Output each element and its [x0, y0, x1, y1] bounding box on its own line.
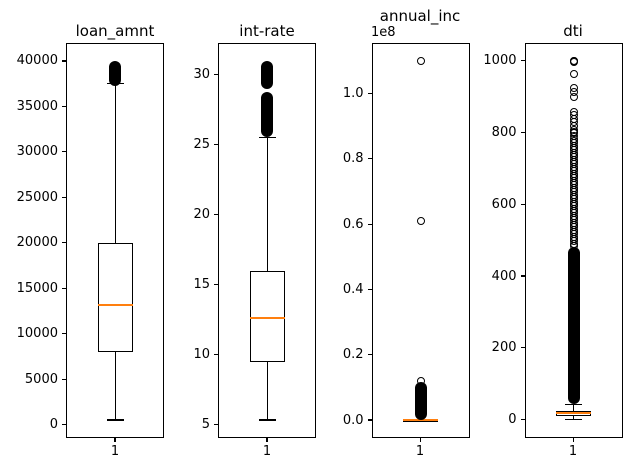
y-tick-mark — [62, 287, 66, 289]
y-tick-label: 10 — [193, 346, 210, 362]
axes-frame — [371, 43, 470, 438]
outlier-dense-cluster — [567, 247, 580, 404]
outlier-dense-cluster — [261, 91, 273, 137]
y-tick-label: 30000 — [16, 144, 58, 160]
y-tick-label: 0 — [49, 417, 58, 433]
y-tick-label: 5000 — [24, 371, 58, 387]
x-tick-mark — [114, 438, 116, 442]
y-tick-mark — [367, 158, 372, 160]
median-line — [97, 303, 133, 306]
outlier-dense-cluster — [109, 60, 121, 86]
outlier-point — [569, 107, 578, 116]
whisker-cap — [106, 419, 124, 421]
outlier-point — [569, 83, 578, 92]
y-tick-label: 0.4 — [342, 281, 364, 297]
y-tick-label: 0 — [508, 412, 517, 428]
whisker-line — [114, 351, 116, 421]
x-tick-label: 1 — [262, 444, 272, 459]
y-tick-label: 30 — [193, 67, 210, 83]
y-tick-mark — [62, 378, 66, 380]
y-tick-mark — [520, 419, 525, 421]
outlier-point — [416, 216, 425, 225]
y-tick-label: 15000 — [16, 280, 58, 296]
outlier-point — [569, 70, 578, 79]
y-tick-mark — [214, 74, 218, 76]
y-tick-mark — [214, 423, 218, 426]
y-tick-mark — [62, 242, 66, 244]
x-tick-label: 1 — [568, 444, 578, 459]
subplot-title-loan-amnt: loan_amnt — [75, 22, 155, 40]
y-tick-label: 5 — [201, 416, 210, 432]
y-tick-label: 600 — [491, 196, 517, 212]
whisker-line — [266, 361, 268, 421]
outlier-dense-cluster — [414, 381, 427, 420]
y-tick-label: 20000 — [16, 235, 58, 251]
y-tick-mark — [62, 151, 66, 153]
y-tick-label: 35000 — [16, 98, 58, 114]
y-axis-offset-text: 1e8 — [371, 25, 396, 40]
y-tick-mark — [367, 288, 372, 291]
y-tick-mark — [62, 196, 66, 198]
y-tick-label: 25000 — [16, 189, 58, 205]
y-tick-mark — [367, 223, 372, 225]
y-tick-label: 0.6 — [342, 216, 364, 232]
whisker-cap — [258, 137, 276, 139]
y-tick-mark — [367, 419, 372, 421]
whisker-line — [573, 404, 574, 411]
x-tick-mark — [419, 438, 422, 442]
whisker-cap — [565, 403, 582, 405]
y-tick-label: 10000 — [16, 326, 58, 342]
median-line — [403, 418, 438, 421]
y-tick-mark — [520, 131, 525, 133]
y-tick-mark — [520, 275, 525, 277]
outlier-point — [569, 56, 578, 65]
y-tick-mark — [214, 144, 218, 146]
y-tick-label: 15 — [193, 277, 210, 293]
box — [249, 270, 285, 362]
y-tick-label: 0.8 — [342, 151, 364, 167]
outlier-dense-cluster — [261, 60, 273, 89]
x-tick-mark — [266, 438, 268, 442]
whisker-cap — [258, 419, 276, 421]
y-tick-label: 800 — [491, 124, 517, 140]
y-tick-mark — [367, 92, 372, 95]
whisker-line — [114, 83, 116, 243]
y-tick-mark — [62, 60, 66, 62]
y-tick-mark — [62, 423, 66, 426]
subplot-title-int-rate: int-rate — [239, 22, 295, 40]
y-tick-label: 0.0 — [342, 412, 364, 428]
y-tick-mark — [520, 59, 525, 62]
median-line — [249, 316, 285, 319]
median-line — [556, 412, 591, 415]
y-tick-label: 0.2 — [342, 347, 364, 363]
whisker-line — [573, 415, 574, 420]
y-tick-mark — [214, 283, 218, 286]
outlier-point — [416, 56, 425, 65]
y-tick-label: 40000 — [16, 53, 58, 69]
y-tick-mark — [62, 105, 66, 107]
y-tick-label: 1000 — [483, 53, 517, 69]
x-tick-label: 1 — [415, 444, 425, 459]
y-tick-label: 20 — [193, 207, 210, 223]
y-tick-label: 25 — [193, 137, 210, 153]
y-tick-mark — [520, 203, 525, 205]
y-tick-label: 400 — [491, 268, 517, 284]
y-tick-mark — [214, 353, 218, 356]
subplot-title-dti: dti — [563, 22, 583, 40]
x-tick-label: 1 — [110, 444, 120, 459]
y-tick-mark — [214, 214, 218, 216]
y-tick-label: 200 — [491, 340, 517, 356]
y-tick-mark — [520, 347, 525, 349]
whisker-line — [266, 137, 268, 271]
y-tick-mark — [62, 333, 66, 335]
outlier-point — [416, 377, 425, 386]
whisker-cap — [565, 419, 582, 421]
subplot-title-annual-inc: annual_inc — [379, 7, 461, 25]
y-tick-label: 1.0 — [342, 86, 364, 102]
y-tick-mark — [367, 354, 372, 356]
x-tick-mark — [572, 438, 575, 442]
box — [97, 242, 133, 352]
